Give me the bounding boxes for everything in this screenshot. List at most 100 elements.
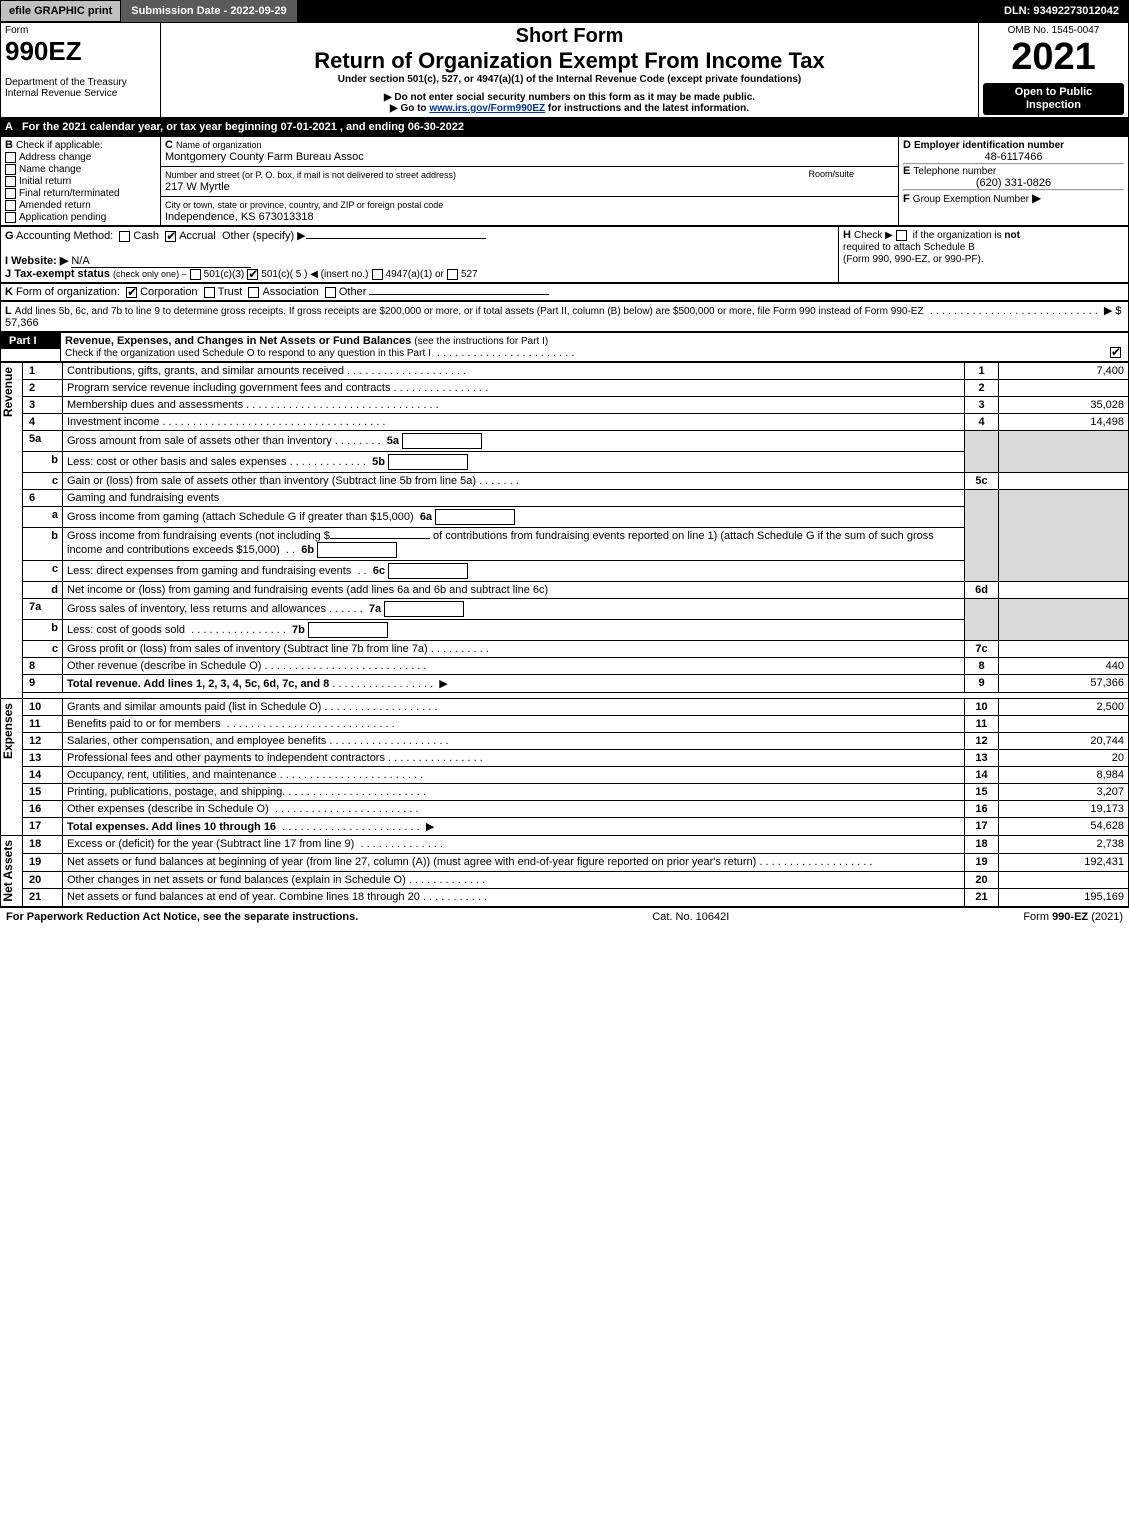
a-19: 192,431 [999, 854, 1129, 872]
chk-trust[interactable] [204, 287, 215, 298]
footer-mid: Cat. No. 10642I [652, 911, 729, 923]
footer-right-pre: Form [1023, 911, 1052, 923]
box-7b[interactable] [308, 622, 388, 638]
efile-print-button[interactable]: efile GRAPHIC print [0, 0, 121, 22]
label-F: F [903, 193, 910, 205]
a-15: 3,207 [999, 784, 1129, 801]
chk-501c[interactable] [247, 269, 258, 280]
t-17: Total expenses. Add lines 10 through 16 [67, 821, 276, 833]
r-14: 14 [965, 767, 999, 784]
chk-cash[interactable] [119, 231, 130, 242]
tax-year: 2021 [983, 36, 1124, 79]
H-post: if the organization is [913, 230, 1005, 241]
r-7c: 7c [965, 641, 999, 658]
ein-value: 48-6117466 [903, 151, 1124, 163]
chk-amended-return[interactable] [5, 200, 16, 211]
L-arrow: ▶ $ [1104, 305, 1122, 317]
main-title: Return of Organization Exempt From Incom… [165, 48, 974, 74]
box-7a[interactable] [384, 601, 464, 617]
L-text: Add lines 5b, 6c, and 7b to line 9 to de… [15, 306, 924, 317]
chk-corp[interactable] [126, 287, 137, 298]
a-11 [999, 716, 1129, 733]
r-16: 16 [965, 801, 999, 818]
sub-5a: 5a [387, 435, 399, 447]
footer-left: For Paperwork Reduction Act Notice, see … [6, 911, 358, 923]
chk-name-change[interactable] [5, 164, 16, 175]
city-value: Independence, KS 673013318 [165, 211, 314, 223]
t-13: Professional fees and other payments to … [67, 752, 385, 764]
r-1: 1 [965, 363, 999, 380]
chk-other-org[interactable] [325, 287, 336, 298]
a-8: 440 [999, 658, 1129, 675]
a-16: 19,173 [999, 801, 1129, 818]
chk-H[interactable] [896, 230, 907, 241]
form-word: Form [5, 25, 156, 36]
r-12: 12 [965, 733, 999, 750]
sub-7b: 7b [292, 624, 305, 636]
a-3: 35,028 [999, 397, 1129, 414]
r-15: 15 [965, 784, 999, 801]
box-6a[interactable] [435, 509, 515, 525]
form-number: 990EZ [5, 36, 156, 67]
box-6b-inline[interactable] [330, 538, 430, 539]
part1-label: Part I [1, 333, 60, 349]
H-pre: Check ▶ [854, 230, 896, 241]
footer-right-bold: 990-EZ [1052, 911, 1088, 923]
r-9: 9 [965, 675, 999, 693]
r-18: 18 [965, 836, 999, 854]
chk-4947[interactable] [372, 269, 383, 280]
label-H: H [843, 229, 851, 241]
a-10: 2,500 [999, 699, 1129, 716]
revenue-section-label: Revenue [1, 363, 15, 421]
chk-schedule-o[interactable] [1110, 347, 1121, 358]
chk-501c3[interactable] [190, 269, 201, 280]
chk-final-return[interactable] [5, 188, 16, 199]
t-10: Grants and similar amounts paid (list in… [67, 701, 321, 713]
chk-assoc[interactable] [248, 287, 259, 298]
K-o4: Other [339, 286, 367, 298]
chk-initial-return[interactable] [5, 176, 16, 187]
a-18: 2,738 [999, 836, 1129, 854]
a-17: 54,628 [999, 818, 1129, 836]
J-o3: 4947(a)(1) or [386, 269, 444, 280]
H-line2: required to attach Schedule B [843, 242, 975, 253]
chk-accrual[interactable] [165, 231, 176, 242]
B-item-2: Initial return [19, 176, 71, 187]
box-5b[interactable] [388, 454, 468, 470]
r-5c: 5c [965, 473, 999, 490]
chk-application-pending[interactable] [5, 212, 16, 223]
r-17: 17 [965, 818, 999, 836]
a-13: 20 [999, 750, 1129, 767]
K-o1: Corporation [140, 286, 197, 298]
top-bar: efile GRAPHIC print Submission Date - 20… [0, 0, 1129, 22]
B-item-3: Final return/terminated [19, 188, 120, 199]
chk-527[interactable] [447, 269, 458, 280]
r-13: 13 [965, 750, 999, 767]
K-other-input[interactable] [369, 294, 549, 295]
J-label: Tax-exempt status [14, 268, 110, 280]
box-6b[interactable] [317, 542, 397, 558]
a-1: 7,400 [999, 363, 1129, 380]
part1-instr: (see the instructions for Part I) [414, 336, 548, 347]
t-15: Printing, publications, postage, and shi… [67, 786, 285, 798]
chk-address-change[interactable] [5, 152, 16, 163]
t-8: Other revenue (describe in Schedule O) [67, 660, 261, 672]
G-other-input[interactable] [306, 238, 486, 239]
under-section: Under section 501(c), 527, or 4947(a)(1)… [165, 74, 974, 85]
form-header: Form 990EZ Department of the Treasury In… [0, 22, 1129, 118]
K-o2: Trust [218, 286, 243, 298]
ln-1: 1 [23, 363, 63, 380]
H-not: not [1004, 230, 1020, 241]
label-K: K [5, 286, 13, 298]
box-6c[interactable] [388, 563, 468, 579]
G-accrual: Accrual [179, 230, 216, 242]
C-room-label: Room/suite [808, 169, 854, 179]
irs-link[interactable]: www.irs.gov/Form990EZ [429, 103, 545, 114]
open-public-badge: Open to Public Inspection [983, 83, 1124, 115]
a-20 [999, 871, 1129, 889]
sub-5b: 5b [372, 456, 385, 468]
sub-6b: 6b [301, 544, 314, 556]
J-o1: 501(c)(3) [204, 269, 245, 280]
box-5a[interactable] [402, 433, 482, 449]
K-o3: Association [262, 286, 318, 298]
